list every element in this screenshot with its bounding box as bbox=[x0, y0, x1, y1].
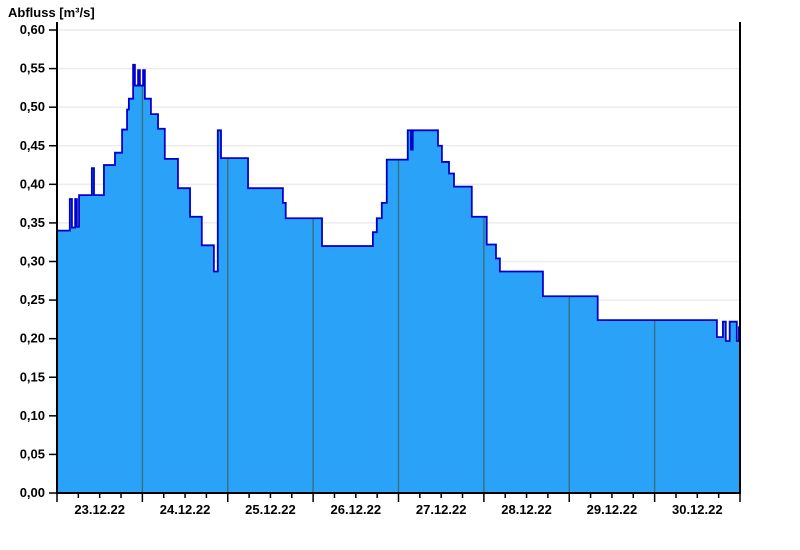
y-tick-label: 0,00 bbox=[20, 485, 45, 500]
x-tick-label: 28.12.22 bbox=[501, 502, 552, 517]
x-tick-label: 24.12.22 bbox=[160, 502, 211, 517]
y-tick-label: 0,40 bbox=[20, 176, 45, 191]
y-tick-label: 0,35 bbox=[20, 215, 45, 230]
y-tick-label: 0,10 bbox=[20, 408, 45, 423]
y-tick-label: 0,30 bbox=[20, 254, 45, 269]
y-tick-label: 0,15 bbox=[20, 369, 45, 384]
x-tick-label: 29.12.22 bbox=[587, 502, 638, 517]
chart-title: Abfluss [m³/s] bbox=[8, 5, 95, 20]
x-ticks bbox=[56, 493, 741, 502]
x-tick-labels: 23.12.22 24.12.22 25.12.22 26.12.22 27.12.22… bbox=[74, 502, 722, 517]
series-outline bbox=[57, 63, 740, 342]
y-tick-label: 0,25 bbox=[20, 292, 45, 307]
y-tick-label: 0,20 bbox=[20, 331, 45, 346]
x-tick-label: 25.12.22 bbox=[245, 502, 296, 517]
y-tick-label: 0,05 bbox=[20, 446, 45, 461]
y-ticks bbox=[49, 29, 57, 494]
x-tick-label: 27.12.22 bbox=[416, 502, 467, 517]
y-tick-label: 0,50 bbox=[20, 99, 45, 114]
y-tick-labels: 0,00 0,05 0,10 0,15 0,20 0,25 0,30 0,35 0,40 0,45… bbox=[20, 22, 45, 500]
y-tick-label: 0,55 bbox=[20, 61, 45, 76]
x-tick-label: 30.12.22 bbox=[672, 502, 723, 517]
y-tick-label: 0,60 bbox=[20, 22, 45, 37]
x-tick-label: 26.12.22 bbox=[331, 502, 382, 517]
y-tick-label: 0,45 bbox=[20, 138, 45, 153]
x-tick-label: 23.12.22 bbox=[74, 502, 125, 517]
